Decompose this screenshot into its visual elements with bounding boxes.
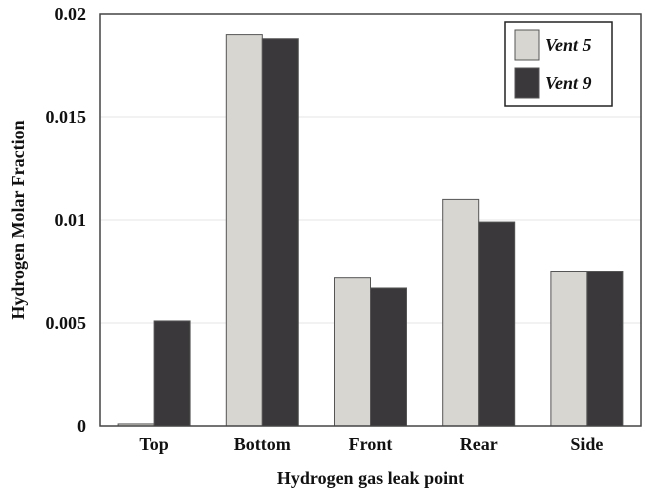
bar-vent-5-rear — [442, 198, 480, 427]
y-tick-label: 0.01 — [55, 210, 87, 230]
bar-vent-5-side — [550, 271, 588, 427]
y-tick-label: 0.015 — [46, 107, 87, 127]
y-tick-label: 0 — [77, 416, 86, 436]
bar-vent-9-bottom — [261, 38, 299, 427]
bars — [117, 34, 624, 427]
y-axis-title: Hydrogen Molar Fraction — [8, 120, 28, 319]
x-axis-title: Hydrogen gas leak point — [277, 468, 464, 488]
x-tick-label: Top — [139, 434, 168, 454]
x-tick-label: Front — [349, 434, 393, 454]
bar-vent-9-top — [153, 320, 191, 427]
bar-vent-9-rear — [478, 221, 516, 427]
x-tick-label: Bottom — [234, 434, 291, 454]
y-tick-labels: 0 0.005 0.01 0.015 0.02 — [46, 4, 87, 436]
bar-vent-9-front — [370, 287, 407, 427]
bar-vent-5-bottom — [225, 34, 263, 427]
bar-vent-5-front — [334, 277, 371, 427]
legend-label: Vent 9 — [545, 73, 592, 93]
x-tick-labels: Top Bottom Front Rear Side — [139, 434, 603, 454]
y-tick-label: 0.005 — [46, 313, 87, 333]
x-tick-label: Side — [570, 434, 603, 454]
plot-frame — [99, 13, 642, 427]
y-tick-label: 0.02 — [55, 4, 87, 24]
bar-vent-9-side — [586, 271, 624, 427]
legend-swatch — [514, 67, 540, 99]
legend-swatch — [514, 29, 540, 61]
legend-label: Vent 5 — [545, 35, 592, 55]
legend: Vent 5 Vent 9 — [504, 21, 613, 107]
x-tick-label: Rear — [460, 434, 498, 454]
